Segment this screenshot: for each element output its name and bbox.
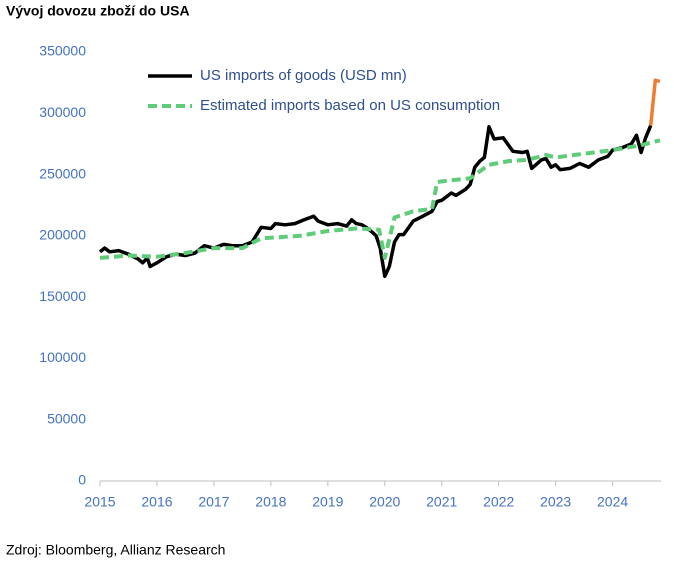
series-line [98,124,653,279]
y-tick-label: 150000 [39,288,86,304]
x-tick-label: 2024 [597,494,628,510]
series-line [648,78,661,126]
chart-title: Vývoj dovozu zboží do USA [6,3,190,19]
x-tick-label: 2019 [312,494,343,510]
x-tick-label: 2020 [369,494,400,510]
y-tick-label: 0 [78,472,86,488]
x-tick-label: 2021 [426,494,457,510]
x-tick-label: 2017 [198,494,229,510]
series-line [99,138,661,260]
legend-label: US imports of goods (USD mn) [200,67,407,84]
y-tick-label: 200000 [39,227,86,243]
x-tick-label: 2022 [483,494,514,510]
y-tick-label: 250000 [39,165,86,181]
x-tick-label: 2018 [255,494,286,510]
x-tick-label: 2016 [141,494,172,510]
x-tick-label: 2015 [84,494,115,510]
y-tick-label: 300000 [39,104,86,120]
y-tick-label: 350000 [39,43,86,59]
legend-label: Estimated imports based on US consumptio… [200,97,500,114]
source: Zdroj: Bloomberg, Allianz Research [6,542,225,558]
x-tick-label: 2023 [540,494,571,510]
y-tick-label: 50000 [47,410,86,426]
y-tick-label: 100000 [39,349,86,365]
